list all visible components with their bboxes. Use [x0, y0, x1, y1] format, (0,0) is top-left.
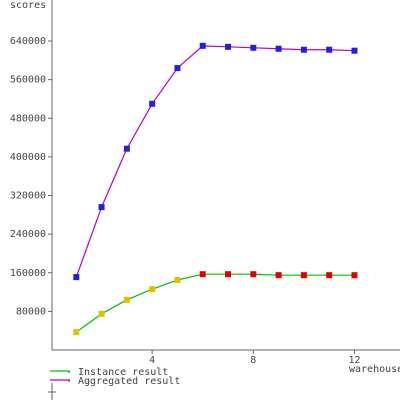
point — [250, 44, 257, 51]
point — [199, 42, 206, 49]
legend-label: Aggregated result — [78, 376, 180, 387]
y-tick-label: 560000 — [10, 75, 46, 86]
point — [300, 46, 307, 53]
point — [225, 43, 232, 50]
legend-dash: - — [66, 367, 72, 378]
point — [225, 271, 232, 278]
point — [149, 286, 156, 293]
series-line — [75, 45, 355, 278]
point — [326, 46, 333, 53]
x-tick-label: 4 — [149, 355, 155, 366]
point — [73, 329, 80, 336]
y-tick-label: 160000 — [10, 268, 46, 279]
point — [123, 145, 130, 152]
y-tick-label: 240000 — [10, 229, 46, 240]
point — [123, 296, 130, 303]
series-line — [75, 273, 355, 333]
y-axis-label: scores — [10, 0, 46, 11]
y-tick-label: 640000 — [10, 36, 46, 47]
point — [149, 100, 156, 107]
point — [250, 271, 257, 278]
x-tick-label: 8 — [250, 355, 256, 366]
y-tick-label: 400000 — [10, 152, 46, 163]
legend-label: Instance result — [78, 367, 168, 378]
point — [275, 45, 282, 52]
x-tick-label: 12 — [348, 355, 360, 366]
point — [98, 310, 105, 317]
point — [174, 65, 181, 72]
y-tick-label: 480000 — [10, 113, 46, 124]
point — [199, 271, 206, 278]
point — [98, 204, 105, 211]
point — [73, 274, 80, 281]
y-tick-label: 320000 — [10, 191, 46, 202]
point — [174, 277, 181, 283]
point — [300, 272, 307, 279]
point — [351, 47, 358, 54]
point — [351, 272, 358, 279]
point — [326, 272, 333, 279]
point — [275, 272, 282, 279]
legend-dash: - — [66, 376, 72, 387]
y-tick-label: 80000 — [16, 306, 46, 317]
x-axis-label: warehouses — [349, 364, 400, 375]
